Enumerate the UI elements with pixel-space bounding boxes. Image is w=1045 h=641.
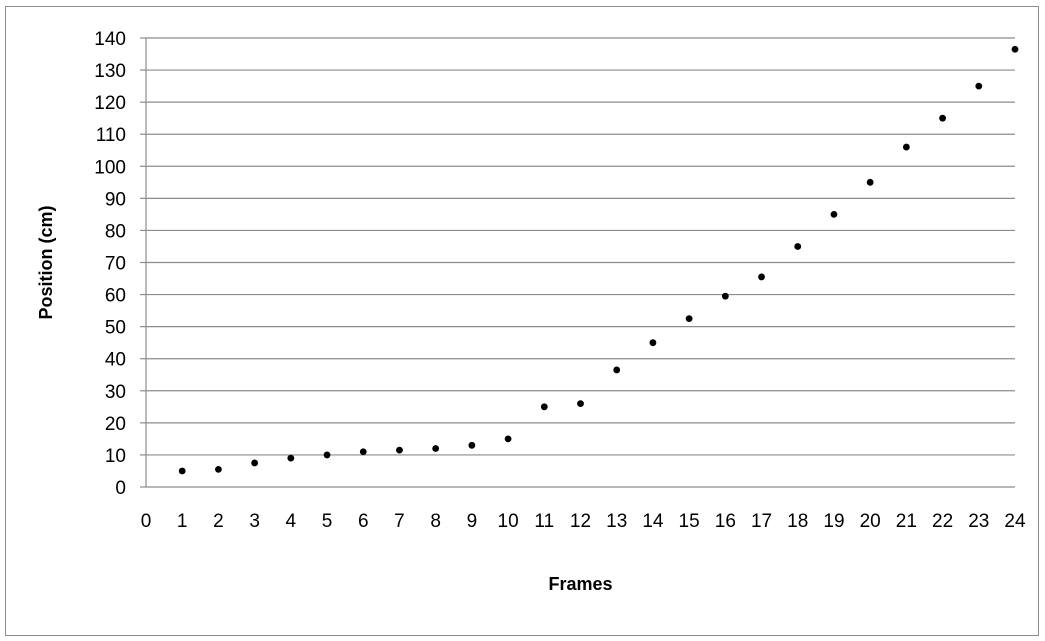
x-tick-label: 19: [823, 511, 844, 532]
data-point: [251, 459, 259, 467]
y-tick-label: 20: [105, 414, 126, 435]
x-tick-label: 2: [213, 511, 224, 532]
x-tick-label: 11: [534, 511, 554, 532]
y-tick-label: 70: [105, 254, 126, 275]
chart-frame: [5, 6, 1039, 636]
data-point: [359, 448, 367, 456]
x-tick-label: 17: [751, 511, 772, 532]
data-point: [794, 243, 802, 250]
data-point: [178, 467, 186, 475]
data-point: [685, 315, 693, 323]
x-tick-label: 23: [968, 511, 989, 532]
y-tick-label: 30: [105, 382, 126, 403]
x-tick-label: 12: [570, 511, 591, 532]
x-tick-label: 22: [932, 511, 953, 532]
y-tick-label: 10: [105, 446, 126, 467]
data-point: [323, 451, 331, 459]
x-tick-label: 9: [467, 511, 478, 532]
y-tick-label: 40: [105, 350, 126, 371]
data-point: [721, 292, 729, 300]
data-points: [178, 45, 1019, 475]
y-tick-label: 0: [115, 478, 126, 499]
x-tick-label: 15: [679, 511, 700, 532]
gridlines: [146, 37, 1015, 456]
x-tick-label: 24: [1004, 511, 1026, 532]
y-tick-label: 60: [105, 286, 126, 307]
x-tick-label: 20: [860, 511, 881, 532]
data-point: [758, 273, 765, 281]
data-point: [215, 465, 222, 473]
data-point: [939, 114, 946, 122]
x-tick-label: 14: [642, 511, 664, 532]
x-tick-label: 6: [358, 511, 369, 532]
x-tick-label: 0: [141, 511, 152, 532]
data-point: [504, 435, 512, 443]
data-point: [396, 446, 403, 454]
x-tick-label: 18: [787, 511, 808, 532]
data-point: [432, 445, 440, 452]
x-tick-label: 1: [177, 511, 188, 532]
x-tick-label: 16: [715, 511, 736, 532]
x-tick-label: 21: [896, 511, 917, 532]
data-point: [902, 143, 910, 151]
y-axis-title: Position (cm): [36, 205, 56, 319]
data-point: [287, 454, 295, 462]
y-tick-label: 110: [96, 125, 126, 146]
x-tick-label: 5: [322, 511, 333, 532]
x-tick-label: 13: [606, 511, 627, 532]
y-tick-label: 80: [105, 221, 126, 242]
data-point: [577, 400, 584, 408]
x-tick-label: 4: [286, 511, 297, 532]
data-point: [468, 441, 476, 449]
y-tick-label: 140: [94, 29, 126, 50]
data-point: [649, 339, 657, 347]
x-tick-labels: 0 1 2 3 4 5 6 7 8 9 10 11 12 13 14 15 16 17 18 19 20 21 22 23 24: [141, 511, 1026, 532]
x-tick-label: 8: [430, 511, 441, 532]
y-tick-label: 50: [105, 318, 126, 339]
axes: [140, 37, 1015, 488]
y-tick-labels: 0 10 20 30 40 50 60 70 80 90 100 110 120 130 140: [94, 29, 126, 499]
y-tick-label: 120: [94, 93, 126, 114]
y-tick-label: 100: [94, 157, 126, 178]
data-point: [866, 178, 874, 186]
x-tick-label: 3: [249, 511, 260, 532]
y-tick-label: 90: [105, 189, 126, 210]
x-tick-label: 10: [498, 511, 519, 532]
x-axis-title: Frames: [548, 574, 612, 594]
data-point: [1011, 45, 1019, 53]
data-point: [830, 210, 838, 218]
data-point: [975, 82, 983, 90]
x-tick-label: 7: [394, 511, 405, 532]
data-point: [540, 403, 548, 411]
y-tick-label: 130: [94, 61, 126, 82]
data-point: [613, 366, 621, 374]
